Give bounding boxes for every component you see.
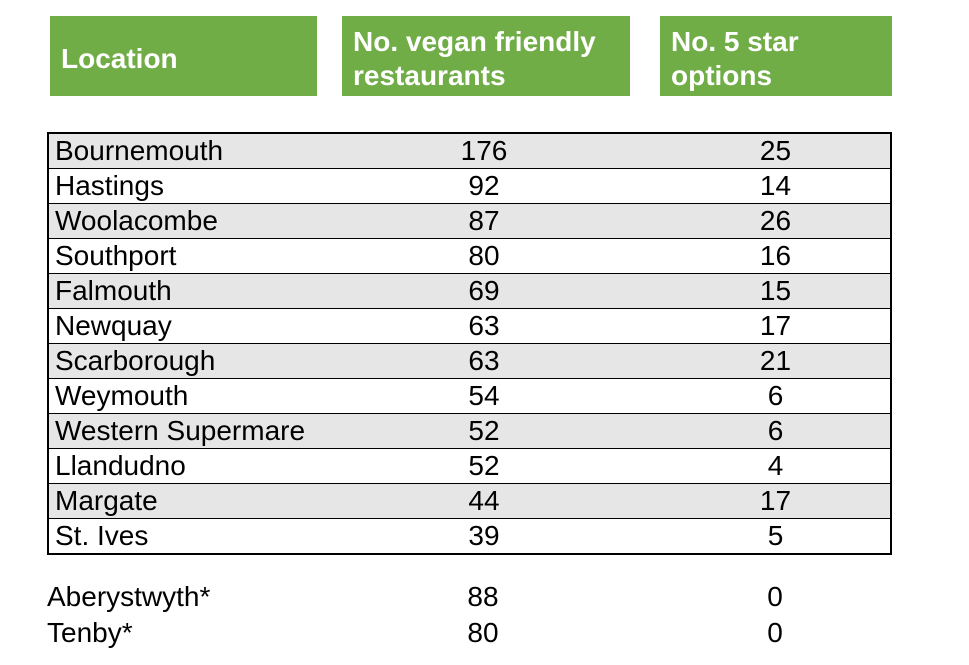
five-star-cell: 17 bbox=[661, 308, 891, 344]
vegan-count-cell: 63 bbox=[307, 308, 661, 344]
five-star-cell: 0 bbox=[767, 617, 783, 648]
vegan-count-cell: 80 bbox=[467, 617, 499, 648]
seaside-locations-table: Bournemouth 176 25 Hastings 92 14 Woolac… bbox=[47, 132, 892, 555]
table-row: Woolacombe 87 26 bbox=[48, 203, 891, 239]
location-cell: Southport bbox=[48, 238, 307, 274]
five-star-cell: 15 bbox=[661, 273, 891, 309]
table-row: Margate 44 17 bbox=[48, 483, 891, 519]
location-cell: Aberystwyth* bbox=[47, 581, 211, 612]
table-row: Scarborough 63 21 bbox=[48, 343, 891, 379]
five-star-cell: 26 bbox=[661, 203, 891, 239]
vegan-count-cell: 44 bbox=[307, 483, 661, 519]
table-row: Bournemouth 176 25 bbox=[48, 132, 891, 169]
five-star-cell: 4 bbox=[661, 448, 891, 484]
table-row: Weymouth 54 6 bbox=[48, 378, 891, 414]
location-cell: Western Supermare bbox=[48, 413, 307, 449]
five-star-cell: 5 bbox=[661, 518, 891, 555]
location-cell: Falmouth bbox=[48, 273, 307, 309]
vegan-count-cell: 69 bbox=[307, 273, 661, 309]
table-row: Southport 80 16 bbox=[48, 238, 891, 274]
location-cell: Margate bbox=[48, 483, 307, 519]
vegan-count-cell: 176 bbox=[307, 132, 661, 169]
five-star-cell: 21 bbox=[661, 343, 891, 379]
table-row: Falmouth 69 15 bbox=[48, 273, 891, 309]
vegan-count-cell: 80 bbox=[307, 238, 661, 274]
vegan-count-cell: 54 bbox=[307, 378, 661, 414]
location-cell: Weymouth bbox=[48, 378, 307, 414]
vegan-count-cell: 63 bbox=[307, 343, 661, 379]
vegan-count-cell: 39 bbox=[307, 518, 661, 555]
location-cell: St. Ives bbox=[48, 518, 307, 555]
vegan-count-cell: 87 bbox=[307, 203, 661, 239]
header-vegan-friendly-count: No. vegan friendly restaurants bbox=[342, 16, 630, 96]
location-cell: Hastings bbox=[48, 168, 307, 204]
footnote-row: Tenby* 80 0 bbox=[47, 615, 890, 651]
header-location: Location bbox=[50, 16, 317, 96]
location-cell: Bournemouth bbox=[48, 132, 307, 169]
footnote-rows-table: Aberystwyth* 88 0 Tenby* 80 0 bbox=[47, 579, 890, 651]
vegan-count-cell: 92 bbox=[307, 168, 661, 204]
five-star-cell: 0 bbox=[767, 581, 783, 612]
location-cell: Newquay bbox=[48, 308, 307, 344]
vegan-count-cell: 52 bbox=[307, 413, 661, 449]
location-cell: Llandudno bbox=[48, 448, 307, 484]
table-row: St. Ives 39 5 bbox=[48, 518, 891, 555]
five-star-cell: 14 bbox=[661, 168, 891, 204]
five-star-cell: 6 bbox=[661, 378, 891, 414]
five-star-cell: 6 bbox=[661, 413, 891, 449]
table-row: Western Supermare 52 6 bbox=[48, 413, 891, 449]
footnote-row: Aberystwyth* 88 0 bbox=[47, 579, 890, 615]
header-five-star-options: No. 5 star options bbox=[660, 16, 892, 96]
table-row: Newquay 63 17 bbox=[48, 308, 891, 344]
vegan-count-cell: 52 bbox=[307, 448, 661, 484]
five-star-cell: 16 bbox=[661, 238, 891, 274]
table-row: Llandudno 52 4 bbox=[48, 448, 891, 484]
table-row: Hastings 92 14 bbox=[48, 168, 891, 204]
five-star-cell: 25 bbox=[661, 132, 891, 169]
location-cell: Scarborough bbox=[48, 343, 307, 379]
table-header-row: Location No. vegan friendly restaurants … bbox=[50, 16, 892, 96]
five-star-cell: 17 bbox=[661, 483, 891, 519]
location-cell: Tenby* bbox=[47, 617, 133, 648]
vegan-count-cell: 88 bbox=[467, 581, 499, 612]
location-cell: Woolacombe bbox=[48, 203, 307, 239]
